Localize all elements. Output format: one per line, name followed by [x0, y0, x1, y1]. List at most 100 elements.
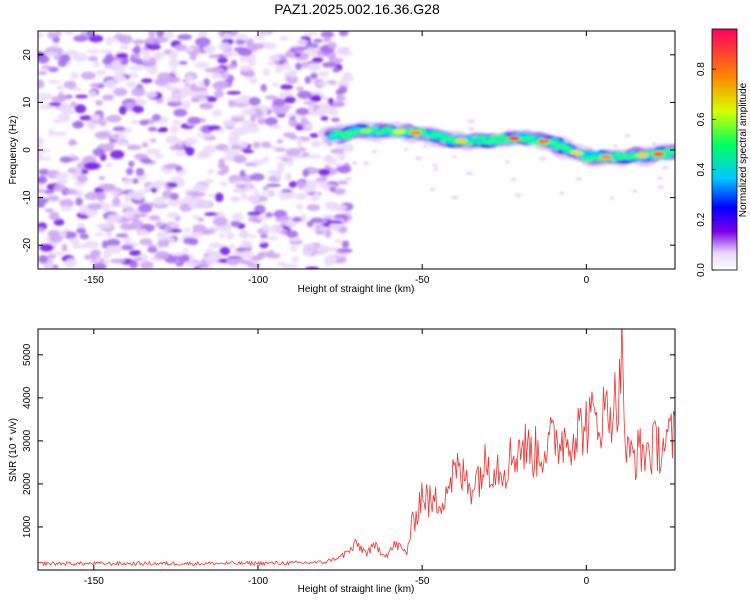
noise-blob: [260, 234, 269, 239]
noise-blob: [231, 114, 247, 119]
noise-blob: [274, 147, 287, 152]
noise-blob: [281, 189, 293, 193]
signal-blob: [340, 133, 351, 139]
noise-blob: [197, 31, 208, 38]
noise-blob: [80, 71, 96, 80]
signal-blob: [475, 141, 484, 145]
x-tick-label: -150: [84, 576, 104, 587]
noise-blob: [306, 220, 314, 228]
noise-blob: [51, 96, 67, 103]
noise-blob: [239, 65, 253, 73]
noise-blob: [327, 220, 343, 225]
spectrogram-y-label: Frequency (Hz): [8, 116, 19, 185]
noise-blob: [75, 197, 83, 206]
noise-blob: [222, 155, 237, 162]
noise-blob: [148, 31, 156, 38]
noise-blob: [95, 69, 107, 76]
noise-blob: [190, 97, 200, 103]
noise-blob: [175, 165, 183, 172]
signal-peak: [570, 150, 583, 156]
noise-blob: [102, 94, 115, 101]
noise-blob: [110, 60, 122, 70]
noise-blob: [302, 169, 310, 178]
noise-blob: [49, 211, 60, 221]
noise-blob: [229, 196, 241, 202]
snr-x-label: Height of straight line (km): [298, 584, 415, 595]
noise-blob: [118, 105, 127, 115]
noise-blob: [272, 82, 279, 88]
noise-blob: [139, 189, 152, 194]
noise-blob: [257, 117, 266, 125]
x-tick-label: 0: [584, 275, 590, 286]
noise-blob: [203, 78, 210, 87]
noise-blob: [61, 243, 68, 252]
noise-blob: [38, 197, 49, 205]
noise-blob: [285, 148, 301, 157]
noise-blob: [168, 58, 180, 68]
noise-blob: [510, 178, 517, 181]
noise-blob: [76, 227, 87, 234]
noise-blob: [132, 105, 144, 114]
noise-blob: [93, 61, 101, 68]
x-tick-label: -50: [415, 576, 430, 587]
noise-blob: [178, 256, 190, 263]
y-tick-label: -10: [22, 190, 33, 205]
signal-blob: [349, 132, 358, 136]
noise-blob: [306, 47, 314, 56]
noise-blob: [168, 50, 179, 60]
noise-blob: [198, 266, 215, 269]
noise-blob: [291, 216, 303, 223]
noise-blob: [317, 81, 332, 86]
noise-blob: [178, 178, 185, 188]
noise-blob: [106, 142, 115, 152]
noise-blob: [86, 49, 101, 54]
noise-blob: [298, 147, 307, 152]
noise-blob: [241, 191, 248, 201]
noise-blob: [178, 60, 188, 65]
noise-blob: [207, 125, 221, 131]
noise-blob: [128, 73, 140, 78]
noise-blob: [657, 176, 663, 180]
noise-blob: [311, 94, 322, 102]
noise-blob: [307, 103, 314, 113]
noise-blob: [269, 224, 284, 234]
noise-blob: [250, 43, 265, 50]
noise-blob: [47, 79, 61, 84]
noise-blob: [246, 196, 261, 203]
noise-blob: [99, 49, 114, 54]
noise-blob: [432, 163, 438, 167]
figure-title: PAZ1.2025.002.16.36.G28: [274, 1, 440, 17]
noise-blob: [75, 167, 82, 176]
noise-blob: [240, 260, 253, 265]
noise-blob: [332, 67, 340, 73]
noise-blob: [333, 239, 343, 244]
noise-blob: [126, 144, 142, 151]
x-tick-label: -150: [84, 275, 104, 286]
noise-blob: [38, 79, 45, 89]
noise-blob: [148, 244, 157, 248]
noise-blob: [217, 57, 228, 64]
noise-blob: [53, 218, 65, 226]
noise-blob: [139, 119, 149, 126]
noise-blob: [504, 160, 510, 164]
noise-blob: [194, 61, 210, 69]
noise-blob: [323, 36, 332, 43]
noise-blob: [196, 133, 211, 138]
noise-blob: [341, 143, 354, 153]
noise-blob: [333, 188, 346, 195]
noise-blob: [239, 169, 246, 178]
colorbar-tick-label: 0.2: [696, 212, 707, 226]
noise-blob: [260, 84, 267, 92]
noise-blob: [230, 220, 242, 227]
noise-blob: [192, 215, 201, 220]
signal-blob: [525, 135, 536, 140]
noise-blob: [318, 168, 331, 176]
noise-blob: [79, 233, 90, 240]
y-tick-label: 10: [22, 96, 33, 108]
noise-blob: [265, 95, 277, 100]
noise-blob: [59, 54, 71, 63]
noise-blob: [77, 175, 88, 183]
noise-blob: [167, 197, 181, 207]
noise-blob: [322, 222, 331, 228]
